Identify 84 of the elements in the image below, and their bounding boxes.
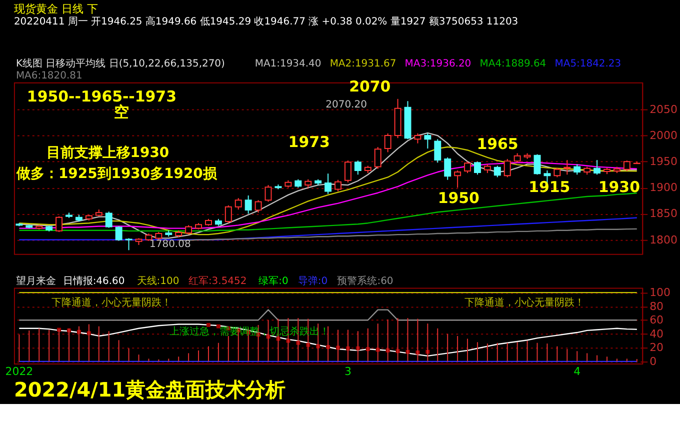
series-label: 天线:100 <box>136 274 180 287</box>
annotation: 1950--1965--1973 <box>26 87 176 106</box>
annotation: 2070 <box>349 77 391 96</box>
y-tick-label: 2000 <box>650 129 678 142</box>
candlestick <box>324 173 332 194</box>
candlestick <box>514 152 521 164</box>
x-tick-label: 4 <box>574 364 581 378</box>
x-tick-label: 3 <box>344 364 352 378</box>
text: MA5:1842.23 <box>554 58 622 70</box>
candlestick <box>234 198 242 210</box>
candlestick <box>344 160 352 183</box>
text: MA1:1934.40 <box>254 58 322 70</box>
annotation: 1973 <box>288 133 330 152</box>
line-series <box>18 324 638 357</box>
annotation: 下降通道，小心无量阴跌！ <box>52 296 172 309</box>
annotation: 1930 <box>598 178 640 196</box>
text: MA3:1936.20 <box>404 58 472 70</box>
y-tick-label: 80 <box>650 300 664 313</box>
candlestick <box>115 226 122 242</box>
annotation: 目前支撑上移1930 <box>46 145 170 162</box>
y-tick-label: 1900 <box>650 181 678 194</box>
candlestick <box>264 184 272 202</box>
candlestick <box>594 160 601 176</box>
candlestick <box>334 179 342 192</box>
chart-title: 望月来金 <box>16 274 56 287</box>
annotation: 空 <box>114 103 130 122</box>
y-tick-label: 40 <box>650 327 664 340</box>
text: 2022/4/11黄金盘面技术分析 <box>14 377 286 402</box>
y-tick-label: 60 <box>650 314 664 327</box>
legend-title: K线图 日移动平均线 日(5,10,22,66,135,270) <box>16 57 226 70</box>
candlestick <box>254 200 262 214</box>
annotation: 1965 <box>476 135 518 154</box>
y-tick-label: 1950 <box>650 155 678 168</box>
x-tick-label: 2022 <box>5 364 34 378</box>
text: 日情报:46.60 <box>62 274 125 287</box>
candlestick <box>374 146 382 170</box>
candlestick <box>224 204 232 224</box>
y-tick-label: 2050 <box>650 102 678 116</box>
point <box>216 324 220 328</box>
text: 红军:3.5452 <box>188 274 247 287</box>
point <box>206 322 210 327</box>
candlestick <box>125 238 132 251</box>
candlestick <box>534 154 541 176</box>
text: 导弹:0 <box>298 274 328 287</box>
y-tick-label: 1800 <box>650 233 678 246</box>
candlestick <box>504 158 511 178</box>
candlestick <box>623 160 630 172</box>
chart-subtitle: 20220411 周一 开1946.25 高1949.66 低1945.29 收1946.77 涨 +0.38 0.02% 量1927 额3750653 11203 <box>14 16 518 28</box>
candlestick <box>464 161 472 174</box>
text: MA4:1889.64 <box>480 58 546 70</box>
candlestick <box>354 160 362 176</box>
candlestick <box>564 160 571 176</box>
candlestick <box>56 216 63 232</box>
annotation: 下降通道，小心无量阴跌！ <box>464 296 584 309</box>
legend-label: 绿军:0 <box>258 276 288 287</box>
annotation: 1950 <box>438 188 480 207</box>
candlestick <box>185 224 192 236</box>
candlestick <box>105 211 112 228</box>
text: MA2:1931.67 <box>330 58 396 70</box>
annotation: 1780.08 <box>150 238 191 250</box>
y-tick-label: 1850 <box>650 207 678 220</box>
candlestick <box>424 132 432 150</box>
line-series <box>18 192 638 232</box>
candlestick <box>414 132 422 144</box>
line-series <box>178 228 638 241</box>
annotation: 1915 <box>528 178 570 196</box>
y-tick-label: 20 <box>650 341 664 354</box>
candlestick <box>244 194 252 214</box>
annotation: 做多：1925到1930多1920损 <box>15 166 218 182</box>
candlestick <box>434 138 442 164</box>
y-tick-label: 100 <box>650 286 671 300</box>
candlestick <box>444 156 452 180</box>
candlestick <box>494 165 501 178</box>
text: 预警系统:60 <box>337 274 394 287</box>
candlestick <box>454 170 462 188</box>
candlestick <box>474 161 481 176</box>
candlestick <box>574 164 581 176</box>
y-tick-label: 0 <box>650 354 657 368</box>
candlestick <box>554 167 561 178</box>
annotation: 2070.20 <box>326 99 367 110</box>
candlestick <box>384 132 392 153</box>
text: MA6:1820.81 <box>16 70 82 82</box>
line-series <box>18 217 638 240</box>
chart-title: 现货黄金 日线 下 <box>14 2 98 16</box>
